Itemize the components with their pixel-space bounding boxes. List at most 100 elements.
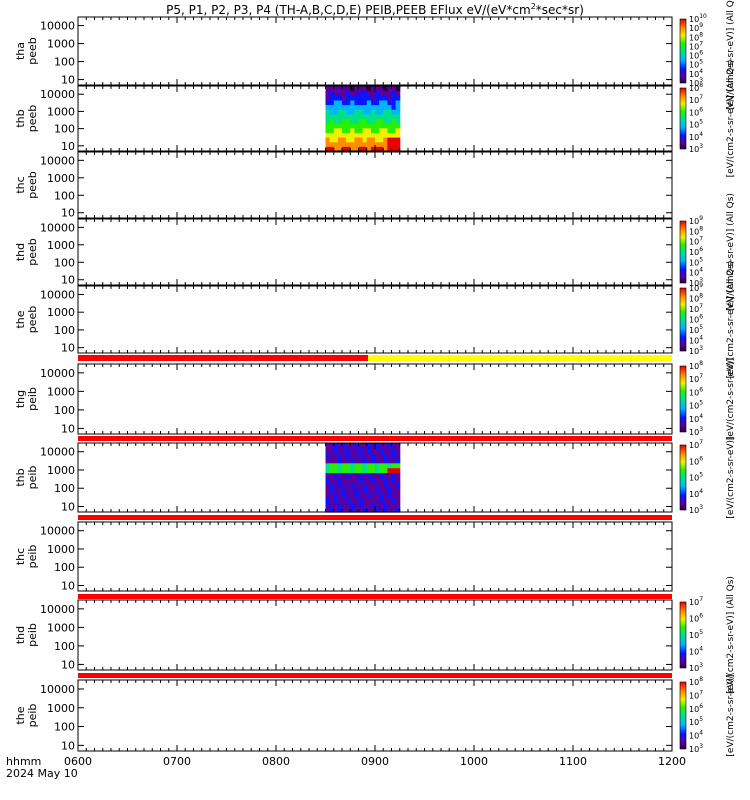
spectrogram-cell [370,462,376,469]
spectrogram-cell [370,127,376,133]
spectrogram-cell [346,118,351,124]
spectrogram-cell [342,443,347,449]
spectrogram-cell [358,137,364,143]
colorbar-tick-label: 107 [689,373,703,384]
colorbar-the_peib: 103 104 105 106 107 108 [eV/(cm2-s-sr-eV)] [679,674,736,757]
spectrogram-cell [333,447,339,454]
spectrogram-cell [375,462,380,469]
y-tick-label: 100 [54,721,75,734]
spectrogram-cell [333,487,339,493]
y-tick-label: 10000 [40,221,75,234]
spectrogram-cell [391,472,397,479]
spectrogram-cell [354,90,360,96]
spectrogram-cell [358,443,364,449]
y-tick-label: 10 [61,580,75,593]
spectrogram-cell [333,467,339,474]
spectrogram-cell [366,132,372,138]
spectrogram-cell [329,123,335,129]
spectrogram-cell [325,477,331,483]
y-tick-label: 100 [54,404,75,417]
spectrogram-cell [325,99,331,106]
spectrogram-cell [395,146,401,152]
spectrogram-cell [329,452,335,459]
spectrogram-cell [362,109,368,115]
spectrogram-cell [350,86,355,92]
spectrogram-cell [329,507,335,513]
spectrogram-cell [395,502,401,508]
colorbar-unit-label: [eV/(cm2-s-sr-eV)] (All Qs) [726,576,736,694]
colorbar-tick-label: 103 [689,277,703,288]
spectrogram-cell [358,132,364,138]
spectrogram-cell [370,482,376,488]
spectrogram-cell [342,462,347,469]
spectrogram-cell [346,132,351,138]
spectrogram-cell [325,447,331,454]
spectrogram-cell [337,492,343,498]
spectrogram-cell [379,462,384,469]
y-tick-label: 1000 [47,172,75,185]
spectrogram-cell [391,123,397,129]
spectrogram-cell [391,452,397,459]
colorbar-tick-label: 108 [689,360,703,371]
y-axis-label-line1: tha [14,42,27,60]
spectrogram-cell [375,146,380,152]
spectrogram-cell [337,123,343,129]
spectrogram-cell [387,104,393,110]
spectrogram-cell [333,113,339,120]
spectrogram-cell [366,118,372,124]
y-tick-label: 100 [54,482,75,495]
y-axis-label-line2: peeb [26,37,39,65]
spectrogram-cell [325,452,331,459]
spectrogram-cell [342,137,347,143]
spectrogram-cell [333,86,339,92]
y-axis-label-line1: thd [14,243,27,261]
panel-thb_peib: 10000 1000 100 10 thb peib 103 104 105 106 107 [eV/… [14,436,736,520]
colorbar-tick-label: 107 [689,40,703,51]
spectrogram-cell [395,113,401,120]
spectrogram-cell [325,467,331,474]
spectrogram-cell [370,118,376,124]
spectrogram-cell [379,113,384,120]
spectrogram-cell [387,472,393,479]
spectrogram-cell [387,497,393,503]
spectrogram-cell [346,487,351,493]
spectrogram-cell [366,467,372,474]
y-tick-label: 100 [54,123,75,136]
spectrogram-cell [342,502,347,508]
spectrogram-cell [354,99,360,106]
colorbar-tick-label: 104 [689,646,703,657]
spectrogram-cell [362,95,368,101]
spectrogram-cell [370,447,376,454]
spectrogram-cell [358,127,364,133]
spectrogram-cell [325,109,331,115]
flag-bar-segment [78,673,672,678]
y-tick-label: 10000 [40,603,75,616]
y-axis-label-line1: the [14,706,27,724]
spectrogram-cell [358,109,364,115]
spectrogram-cell [387,132,393,138]
spectrogram-cell [383,146,388,152]
y-tick-label: 100 [54,640,75,653]
colorbar-unit-label: [eV/(cm2-s-sr-eV)] (All Qs) [726,0,736,110]
spectrogram-cell [350,146,355,152]
spectrogram-cell [362,127,368,133]
spectrogram-cell [387,90,393,96]
spectrogram-cell [337,146,343,152]
y-axis-label: thd peeb [14,238,39,266]
spectrogram-cell [346,457,351,464]
spectrogram-cell [325,487,331,493]
spectrogram-cell [325,497,331,503]
y-tick-label: 1000 [47,621,75,634]
spectrogram-cell [370,467,376,474]
colorbar-tick-label: 108 [689,293,703,304]
panel-frame [77,16,673,86]
spectrogram-cell [333,141,339,147]
spectrogram-cell [358,487,364,493]
spectrogram-cell [346,507,351,513]
spectrogram-cell [342,127,347,133]
spectrogram-cell [370,104,376,110]
spectrogram-cell [379,95,384,101]
spectrogram-cell [329,113,335,120]
